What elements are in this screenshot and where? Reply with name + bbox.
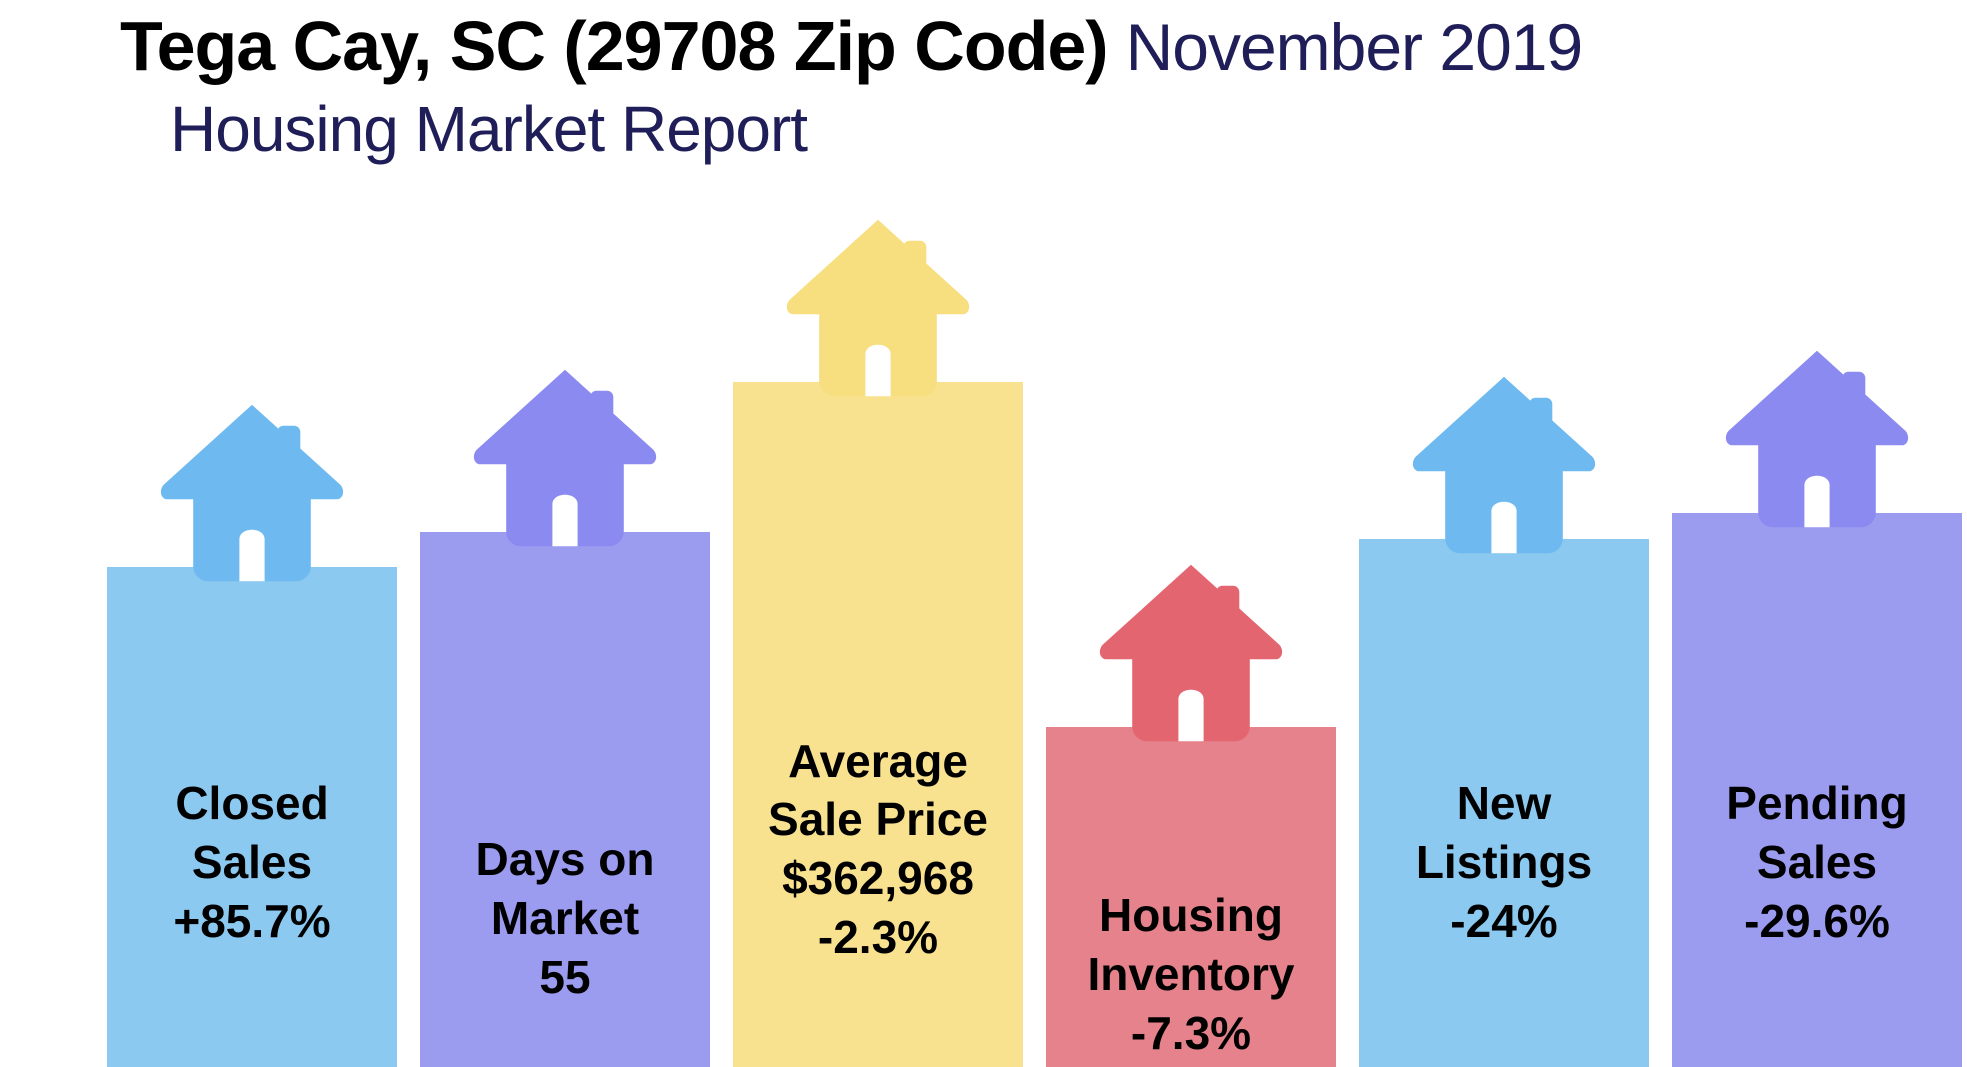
- house-icon: [1712, 334, 1922, 544]
- bar-fill: AverageSale Price$362,968-2.3%: [733, 382, 1023, 1067]
- house-icon-wrap: [1399, 360, 1609, 575]
- house-icon-wrap: [1712, 334, 1922, 549]
- subtitle: Housing Market Report: [0, 92, 1967, 166]
- bar-label-line: Market: [426, 889, 704, 948]
- house-icon: [147, 388, 357, 598]
- bar-days-on-market: Days onMarket55: [420, 532, 710, 1067]
- bar-pending-sales: PendingSales-29.6%: [1672, 513, 1962, 1067]
- bar-label-line: Sales: [1678, 833, 1956, 892]
- bar-label-line: New: [1365, 774, 1643, 833]
- bar-label: PendingSales-29.6%: [1672, 774, 1962, 951]
- bar-label-line: -7.3%: [1052, 1004, 1330, 1063]
- bar-fill: NewListings-24%: [1359, 539, 1649, 1067]
- bars-container: ClosedSales+85.7% Days onMarket55 Averag…: [107, 382, 1962, 1067]
- bar-label-line: -29.6%: [1678, 892, 1956, 951]
- bar-label-line: -24%: [1365, 892, 1643, 951]
- header: Tega Cay, SC (29708 Zip Code) November 2…: [0, 0, 1967, 166]
- title-line: Tega Cay, SC (29708 Zip Code) November 2…: [0, 6, 1967, 86]
- bar-new-listings: NewListings-24%: [1359, 539, 1649, 1067]
- bar-fill: PendingSales-29.6%: [1672, 513, 1962, 1067]
- bar-label-line: +85.7%: [113, 892, 391, 951]
- bar-label: HousingInventory-7.3%: [1046, 886, 1336, 1063]
- house-icon: [1086, 548, 1296, 758]
- bar-label-line: -2.3%: [739, 908, 1017, 967]
- bar-label-line: $362,968: [739, 849, 1017, 908]
- house-icon: [1399, 360, 1609, 570]
- bar-label-line: Listings: [1365, 833, 1643, 892]
- bar-label-line: Inventory: [1052, 945, 1330, 1004]
- bar-housing-inventory: HousingInventory-7.3%: [1046, 727, 1336, 1067]
- bar-fill: ClosedSales+85.7%: [107, 567, 397, 1067]
- bar-label-line: Sales: [113, 833, 391, 892]
- bar-label-line: Closed: [113, 774, 391, 833]
- bar-label-line: Pending: [1678, 774, 1956, 833]
- title-main: Tega Cay, SC (29708 Zip Code): [0, 6, 1108, 86]
- bar-label-line: 55: [426, 948, 704, 1007]
- house-icon: [460, 353, 670, 563]
- bar-label: NewListings-24%: [1359, 774, 1649, 951]
- house-icon: [773, 203, 983, 413]
- title-date: November 2019: [1108, 9, 1583, 85]
- bar-label-line: Days on: [426, 830, 704, 889]
- bar-label: AverageSale Price$362,968-2.3%: [733, 732, 1023, 968]
- bar-label-line: Housing: [1052, 886, 1330, 945]
- page: Tega Cay, SC (29708 Zip Code) November 2…: [0, 0, 1967, 1067]
- house-icon-wrap: [147, 388, 357, 603]
- house-icon-wrap: [773, 203, 983, 418]
- bar-label-line: Sale Price: [739, 790, 1017, 849]
- bar-average-sale-price: AverageSale Price$362,968-2.3%: [733, 382, 1023, 1067]
- bar-closed-sales: ClosedSales+85.7%: [107, 567, 397, 1067]
- bar-label: Days onMarket55: [420, 830, 710, 1007]
- bar-label: ClosedSales+85.7%: [107, 774, 397, 951]
- house-icon-wrap: [1086, 548, 1296, 763]
- bar-label-line: Average: [739, 732, 1017, 791]
- house-icon-wrap: [460, 353, 670, 568]
- bar-fill: HousingInventory-7.3%: [1046, 727, 1336, 1067]
- bar-fill: Days onMarket55: [420, 532, 710, 1067]
- chart: ClosedSales+85.7% Days onMarket55 Averag…: [0, 187, 1967, 1067]
